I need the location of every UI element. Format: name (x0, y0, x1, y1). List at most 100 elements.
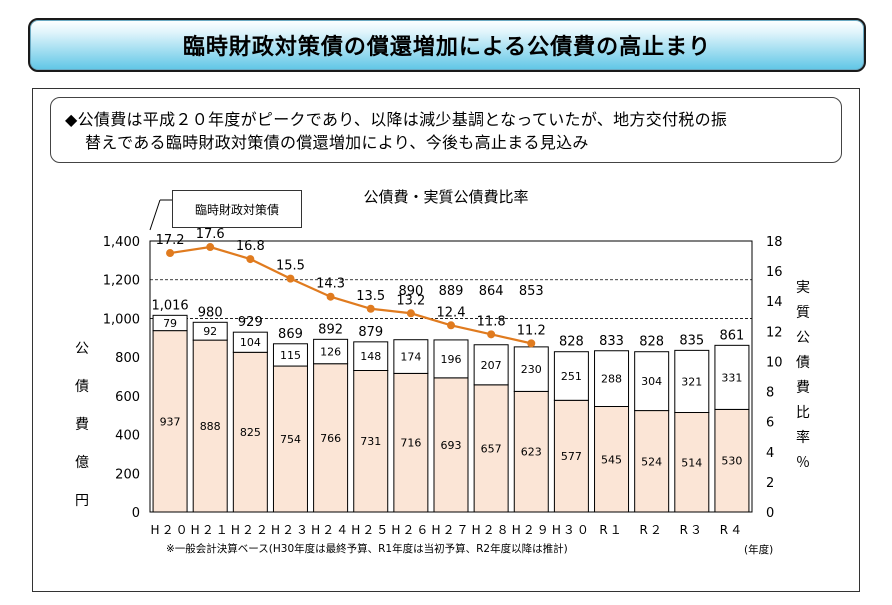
x-tick-label: H２５ (351, 523, 390, 537)
ratio-point (286, 274, 295, 283)
bar-base-label: 623 (521, 446, 542, 459)
bar-total-label: 828 (559, 335, 584, 350)
bar-base (473, 384, 509, 513)
bar-rinzai (272, 343, 308, 367)
y2-tick-label: 16 (766, 265, 783, 280)
bar-base (634, 410, 670, 513)
y-tick-label: 800 (115, 351, 140, 366)
x-tick-label: H２３ (271, 523, 310, 537)
bar-rinzai (192, 321, 228, 341)
y2-tick-label: 2 (766, 476, 774, 491)
bar-base (232, 351, 268, 513)
legend-leader (149, 199, 161, 231)
bar-rinzai (393, 339, 429, 374)
y2-tick-label: 14 (766, 295, 783, 310)
ratio-label: 13.5 (356, 289, 385, 304)
y-axis-label: 公債費億円 (75, 341, 89, 509)
ratio-label: 15.5 (276, 259, 305, 274)
x-tick-label: H２０ (151, 523, 190, 537)
ratio-label: 14.3 (316, 277, 345, 292)
bar-base (513, 390, 549, 513)
summary-note: ◆公債費は平成２０年度がピークであり、以降は減少基調となっていたが、地方交付税の… (50, 97, 842, 163)
x-tick-label: R３ (680, 523, 704, 537)
ratio-point (206, 243, 215, 252)
bar-rinzai-label: 207 (481, 359, 502, 372)
ratio-label: 11.8 (477, 314, 506, 329)
bar-base (272, 365, 308, 513)
bar-base-label: 716 (400, 437, 421, 450)
ratio-point (406, 309, 415, 318)
x-tick-label: R１ (599, 523, 623, 537)
bar-rinzai-label: 196 (441, 353, 462, 366)
bar-total-label: 879 (358, 325, 383, 340)
y2-tick-label: 4 (766, 446, 774, 461)
bar-base-label: 545 (601, 453, 622, 466)
bar-rinzai-label: 79 (163, 317, 177, 330)
bar-rinzai-label: 321 (681, 375, 702, 388)
bar-rinzai-label: 148 (360, 350, 381, 363)
bar-base-label: 657 (481, 442, 502, 455)
bar-base-label: 577 (561, 450, 582, 463)
y-tick-label: 1,400 (103, 235, 140, 250)
bar-base (192, 339, 228, 513)
legend-label: 臨時財政対策債 (194, 202, 279, 217)
ratio-line (169, 245, 532, 345)
ratio-label: 13.2 (396, 293, 425, 308)
bar-rinzai (473, 344, 509, 386)
y-tick-label: 0 (132, 506, 140, 521)
bar-rinzai-label: 251 (561, 370, 582, 383)
ratio-label: 17.6 (196, 227, 225, 242)
bar-rinzai (152, 314, 188, 332)
bar-rinzai (674, 349, 710, 414)
bar-total-label: 853 (519, 284, 544, 299)
bar-rinzai-label: 288 (601, 373, 622, 386)
bar-rinzai (553, 351, 589, 401)
y-tick-label: 1,000 (103, 312, 140, 327)
bar-base-label: 514 (681, 456, 702, 469)
bar-base-label: 937 (160, 415, 181, 428)
bar-total-label: 861 (720, 328, 745, 343)
bar-base (353, 369, 389, 513)
footnote: ※一般会計決算ベース(H30年度は最終予算、R1年度は当初予算、R2年度以降は推… (166, 543, 568, 555)
title-banner: 臨時財政対策債の償還増加による公債費の高止まり (28, 18, 866, 72)
x-tick-label: H２１ (191, 523, 230, 537)
ratio-label: 12.4 (437, 305, 466, 320)
bar-total-label: 892 (318, 322, 343, 337)
bar-base-label: 731 (360, 435, 381, 448)
bar-total-label: 864 (479, 284, 504, 299)
bar-total-label: 889 (439, 284, 464, 299)
bar-rinzai-label: 104 (240, 336, 261, 349)
ratio-point (487, 330, 496, 339)
bar-total-label: 929 (238, 315, 263, 330)
bar-base (393, 372, 429, 513)
ratio-label: 16.8 (236, 239, 265, 254)
bar-rinzai-label: 126 (320, 346, 341, 359)
x-tick-label: H２８ (472, 523, 511, 537)
y-tick-label: 400 (115, 429, 140, 444)
y2-tick-label: 8 (766, 386, 774, 401)
bar-base-label: 825 (240, 426, 261, 439)
summary-line-1: ◆公債費は平成２０年度がピークであり、以降は減少基調となっていたが、地方交付税の… (65, 110, 728, 129)
bar-base-label: 766 (320, 432, 341, 445)
bar-rinzai (634, 351, 670, 412)
bar-total-label: 835 (679, 333, 704, 348)
legend-callout: 臨時財政対策債 (172, 190, 302, 228)
bar-rinzai (594, 350, 630, 408)
ratio-point (447, 321, 455, 330)
y2-axis-label: 実質公債費比率％ (796, 280, 810, 471)
bar-rinzai-label: 115 (280, 349, 301, 362)
bar-base (594, 406, 630, 513)
bar-rinzai-label: 304 (641, 375, 662, 388)
bar-rinzai (232, 331, 268, 353)
ratio-point (366, 304, 375, 313)
bar-total-label: 869 (278, 327, 303, 342)
bar-total-label: 1,016 (151, 298, 188, 313)
y-tick-label: 200 (115, 467, 140, 482)
bar-rinzai-label: 331 (721, 371, 742, 384)
y2-tick-label: 6 (766, 416, 774, 431)
y2-tick-label: 0 (766, 506, 774, 521)
bar-base (674, 412, 710, 513)
y-tick-label: 600 (115, 390, 140, 405)
bar-rinzai (353, 341, 389, 371)
